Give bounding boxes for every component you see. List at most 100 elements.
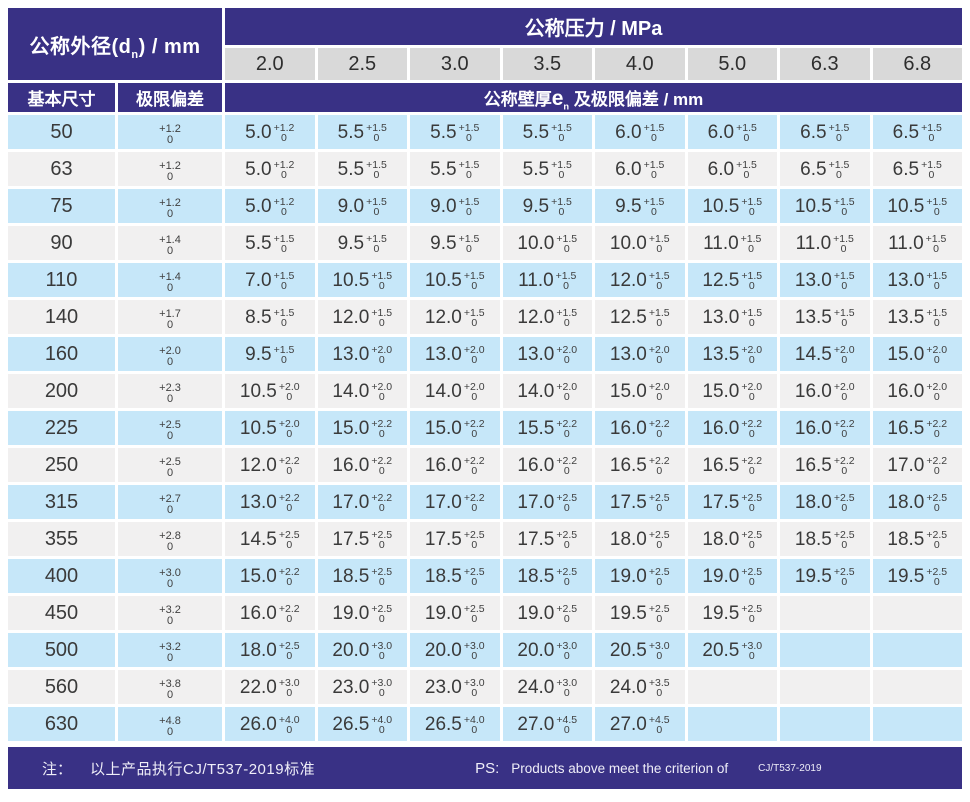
thickness-value: 10.5: [794, 195, 832, 217]
limit-deviation-cell: +3.2 0: [118, 633, 222, 667]
thickness-value-group: 16.0 +2.2 0: [332, 455, 392, 476]
tolerance-lower: 0: [656, 316, 663, 329]
tolerance-upper: +2.0: [556, 380, 578, 393]
tolerance-upper: +2.2: [741, 417, 763, 430]
thickness-value: 20.0: [517, 639, 555, 661]
thickness-value-group: 13.0 +2.0 0: [425, 344, 485, 365]
tolerance-lower: 0: [471, 279, 478, 292]
thickness-value-group: 19.5 +2.5 0: [702, 603, 762, 624]
tolerance-lower: 0: [466, 205, 472, 218]
tolerance-lower: 0: [563, 501, 570, 514]
thickness-value-group: 20.0 +3.0 0: [517, 640, 577, 661]
thickness-value: 12.5: [609, 306, 647, 328]
tolerance-stack: +2.5 0: [649, 566, 670, 587]
thickness-value-group: 10.5 +2.0 0: [240, 418, 300, 439]
tolerance-stack: +2.5 0: [159, 456, 181, 479]
tolerance-upper: +1.2: [159, 196, 181, 209]
wall-thickness-cell: 13.0 +2.0 0: [317, 337, 407, 371]
table-row: 140 +1.7 0 8.5 +1.5 0 12.0 +1.5 0 12.0 +1.5 0 12.0 +1…: [8, 300, 962, 334]
tolerance-upper: +1.5: [648, 306, 670, 319]
thickness-value: 19.0: [702, 565, 740, 587]
tolerance-stack: +2.5 0: [279, 640, 300, 661]
thickness-value-group: 13.0 +2.0 0: [517, 344, 577, 365]
tolerance-lower: 0: [563, 575, 570, 588]
thickness-value: 17.5: [424, 528, 462, 550]
limit-deviation-cell: +1.2 0: [118, 152, 222, 186]
tolerance-stack: +1.5 0: [741, 270, 762, 291]
wall-thickness-cell: 20.5 +3.0 0: [687, 633, 777, 667]
thickness-value: 19.0: [517, 602, 555, 624]
pressure-value-cell: 3.5: [502, 48, 592, 80]
thickness-value: 13.0: [887, 269, 925, 291]
thickness-value: 26.5: [424, 713, 462, 735]
tolerance-stack: +2.2 0: [834, 418, 855, 439]
tolerance-upper: +1.5: [740, 232, 762, 245]
pressure-value-cell: 3.0: [410, 48, 500, 80]
thickness-value-group: 17.0 +2.5 0: [517, 492, 577, 513]
note-text: 以上产品执行CJ/T537-2019标准: [90, 760, 316, 778]
tolerance-stack: +2.3 0: [159, 382, 181, 405]
tolerance-upper: +3.2: [159, 640, 181, 653]
tolerance-stack: +4.5 0: [649, 714, 670, 735]
thickness-value-group: 5.0 +1.2 0: [245, 196, 294, 217]
tolerance-stack: +4.8 0: [159, 715, 181, 738]
thickness-value-group: 19.0 +2.5 0: [610, 566, 670, 587]
tolerance-upper: +2.2: [278, 491, 300, 504]
thickness-value-group: 5.0 +1.2 0: [245, 122, 294, 143]
tolerance-lower: 0: [378, 353, 385, 366]
tolerance-lower: 0: [378, 501, 385, 514]
thickness-value-group: 16.0 +2.0 0: [887, 381, 947, 402]
wall-thickness-cell: 9.5 +1.5 0: [502, 189, 592, 223]
tolerance-lower: 0: [373, 205, 380, 218]
wall-thickness-cell: 15.0 +2.0 0: [687, 374, 777, 408]
wall-thickness-cell: 9.0 +1.5 0: [317, 189, 407, 223]
wall-thickness-cell: 6.0 +1.5 0: [595, 115, 685, 149]
tolerance-stack: +1.5 0: [551, 159, 572, 180]
thickness-value-group: 26.5 +4.0 0: [425, 714, 485, 735]
tolerance-lower: 0: [563, 649, 570, 662]
thickness-value: 13.5: [702, 343, 740, 365]
thickness-value-group: 19.0 +2.5 0: [702, 566, 762, 587]
wall-thickness-cell: 5.0 +1.2 0: [225, 115, 315, 149]
tolerance-upper: +3.0: [648, 639, 670, 652]
tolerance-stack: +1.5 0: [366, 159, 387, 180]
tolerance-lower: 0: [166, 355, 174, 368]
wall-thickness-cell: 12.0 +1.5 0: [502, 300, 592, 334]
limit-deviation-cell: +1.2 0: [118, 115, 222, 149]
tolerance-stack: +2.5 0: [926, 492, 947, 513]
tolerance-lower: 0: [166, 133, 174, 146]
wall-thickness-cell: 10.5 +1.5 0: [872, 189, 962, 223]
tolerance-stack: +2.5 0: [741, 603, 762, 624]
thickness-value-group: 9.5 +1.5 0: [615, 196, 664, 217]
thickness-value-group: 5.5 +1.5 0: [523, 122, 572, 143]
thickness-value: 15.0: [424, 417, 462, 439]
thickness-value-group: 18.5 +2.5 0: [425, 566, 485, 587]
thickness-value: 20.0: [424, 639, 462, 661]
tolerance-stack: +2.0 0: [371, 344, 392, 365]
tolerance-lower: 0: [743, 168, 750, 181]
wall-thickness-cell: 9.5 +1.5 0: [317, 226, 407, 260]
tolerance-upper: +2.2: [278, 454, 300, 467]
tolerance-lower: 0: [558, 131, 565, 144]
tolerance-stack: +2.5 0: [464, 566, 485, 587]
tolerance-upper: +3.2: [159, 603, 181, 616]
tolerance-lower: 0: [656, 427, 663, 440]
tolerance-stack: +1.5 0: [649, 233, 670, 254]
tolerance-stack: +1.5 0: [649, 307, 670, 328]
tolerance-upper: +2.2: [926, 454, 948, 467]
tolerance-upper: +1.5: [921, 121, 942, 134]
thickness-value: 20.5: [609, 639, 647, 661]
thickness-value-group: 18.0 +2.5 0: [887, 492, 947, 513]
basic-size-cell: 50: [8, 115, 115, 149]
tolerance-upper: +2.0: [371, 343, 393, 356]
ps-standard: CJ/T537-2019: [758, 762, 822, 774]
tolerance-lower: 0: [656, 279, 663, 292]
thickness-value: 12.0: [517, 306, 555, 328]
tolerance-lower: 0: [651, 131, 657, 144]
tolerance-upper: +2.5: [648, 602, 670, 615]
tolerance-stack: +1.5 0: [736, 122, 757, 143]
wall-thickness-cell: 10.0 +1.5 0: [502, 226, 592, 260]
wall-thickness-cell: 16.0 +2.2 0: [780, 411, 870, 445]
tolerance-upper: +1.4: [159, 270, 181, 283]
wall-thickness-cell: 6.5 +1.5 0: [780, 152, 870, 186]
